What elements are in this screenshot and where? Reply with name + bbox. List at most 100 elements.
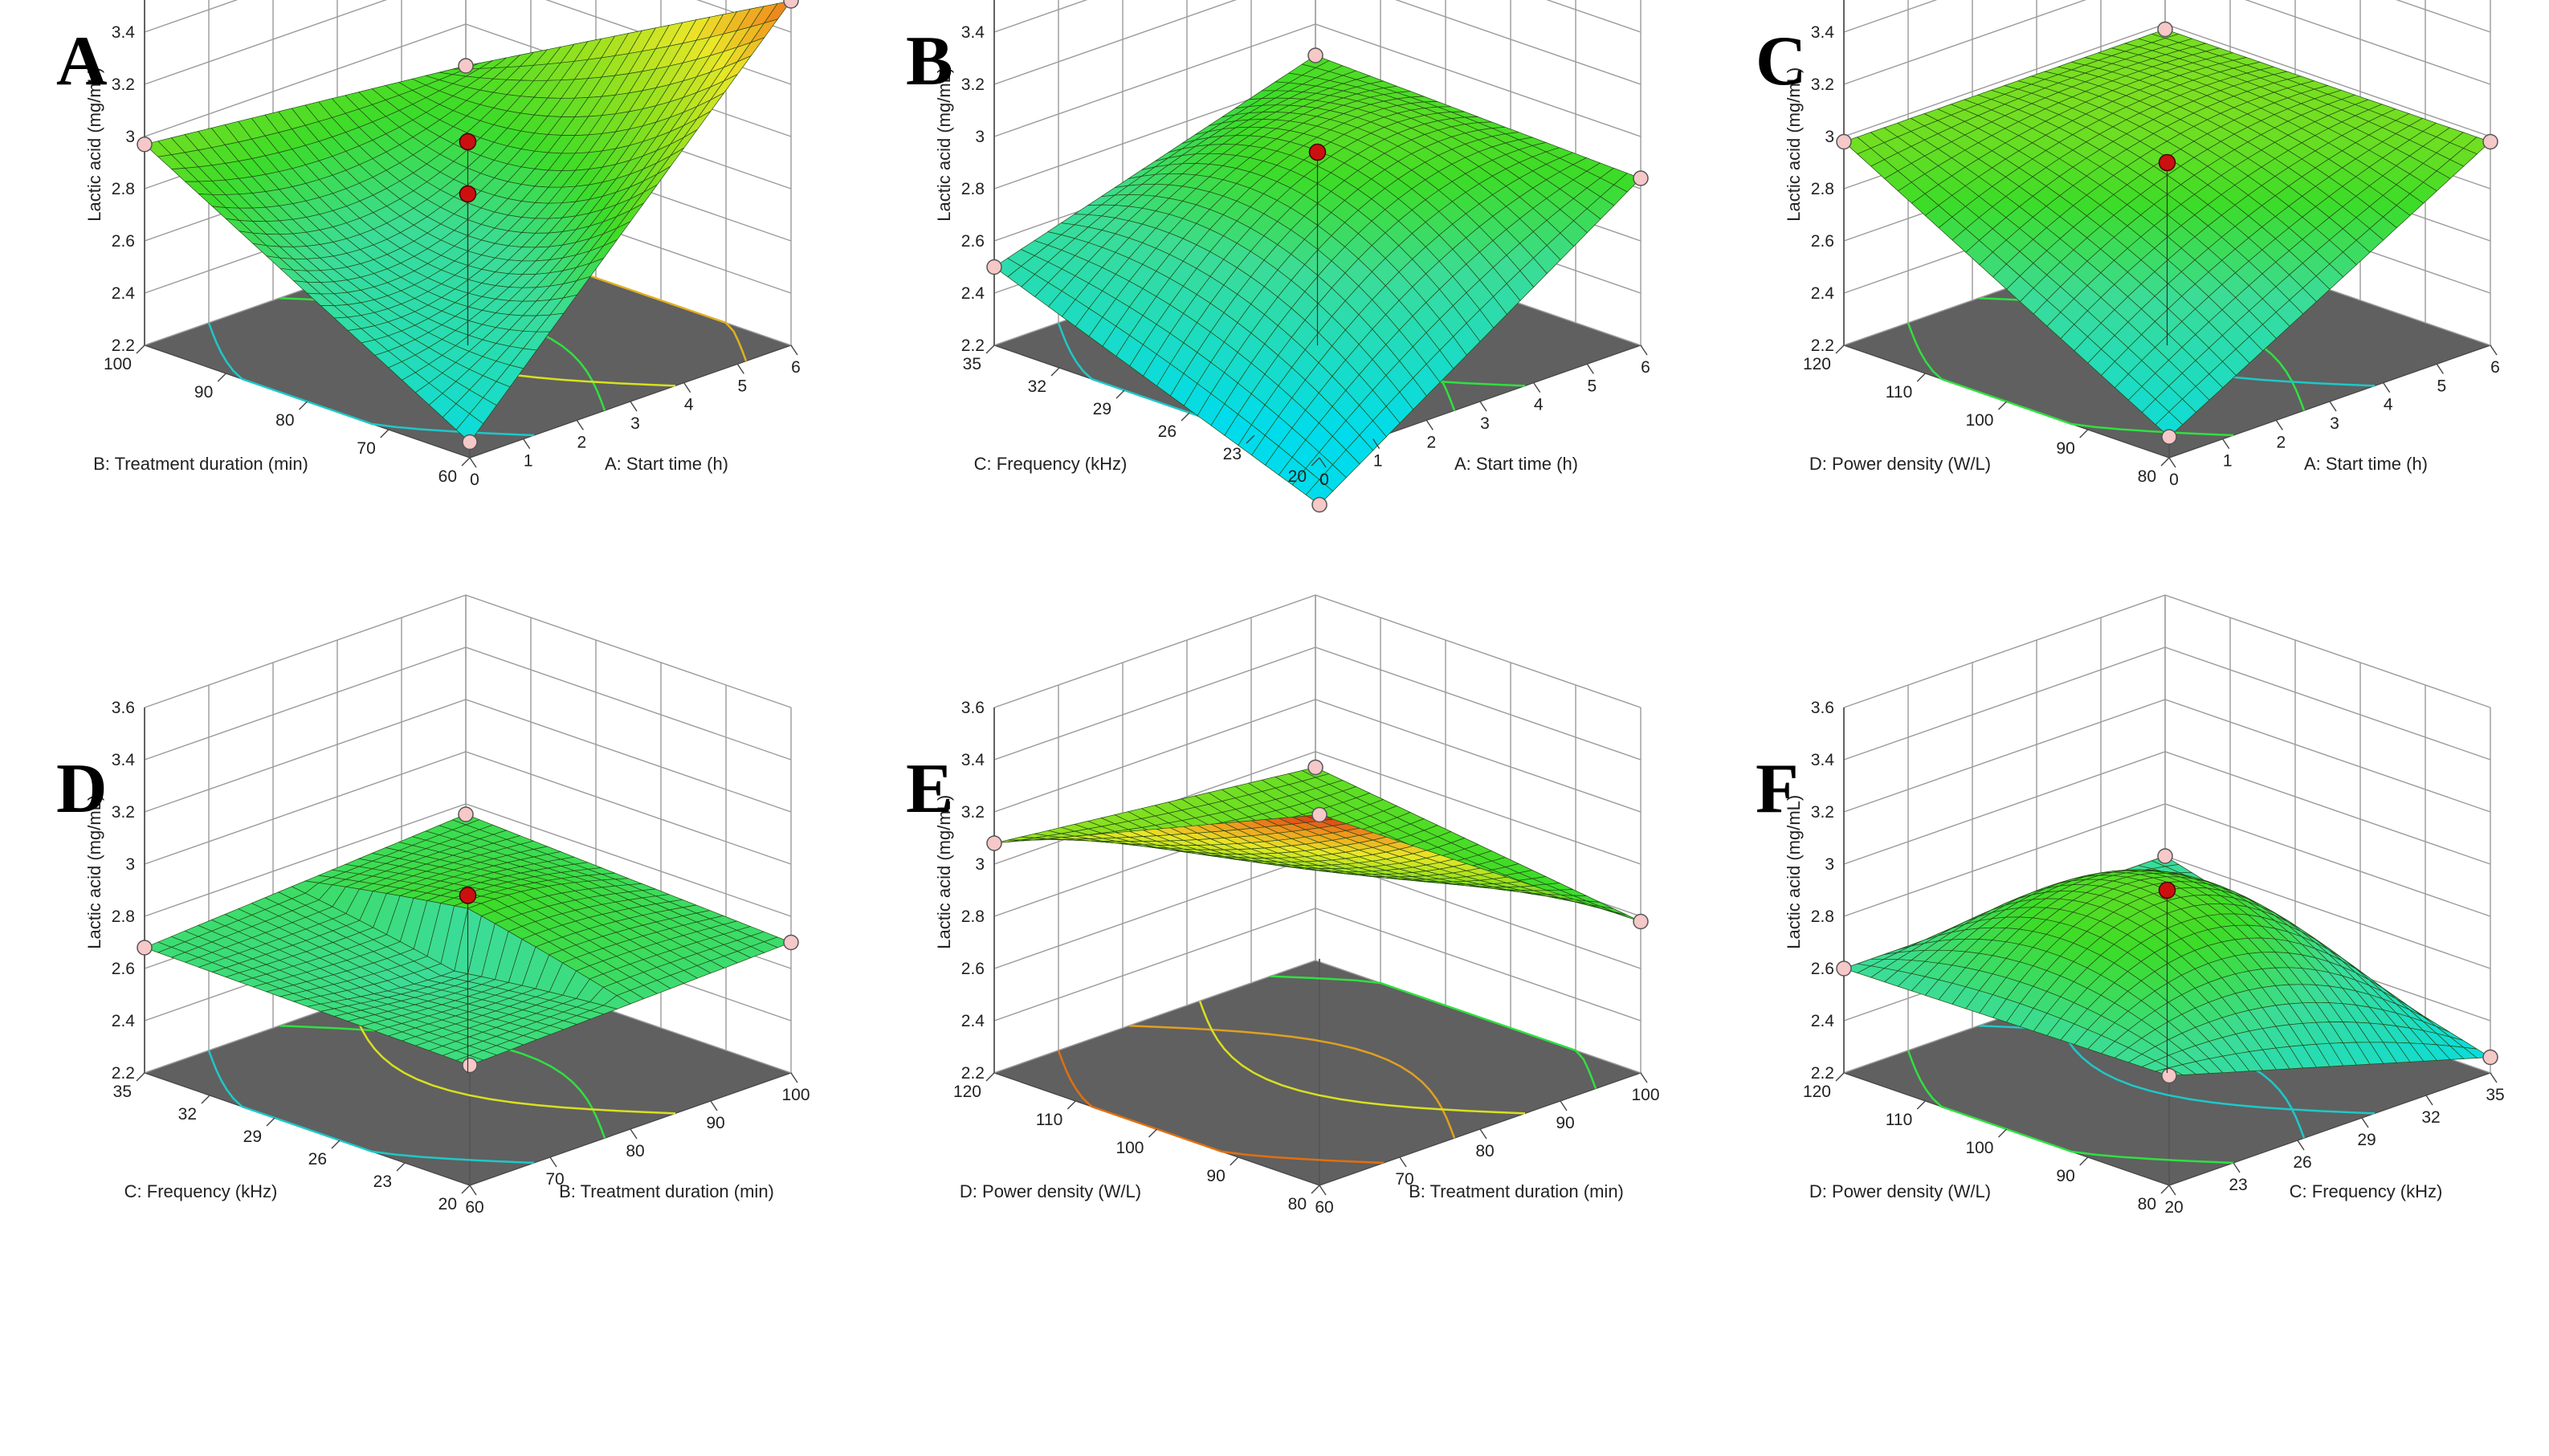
x-tick-label: 35 [2486,1086,2504,1104]
z-tick-label: 2.6 [961,960,985,978]
z-tick-label: 2.4 [1811,1012,1835,1030]
y-tick-label: 120 [953,1083,981,1101]
z-tick-label: 2.8 [112,180,135,198]
y-tick-mark [201,1095,210,1104]
x-tick-label: 60 [465,1198,483,1217]
corner-point [2161,1067,2177,1084]
y-tick-mark [2160,457,2170,467]
panel-letter: D [56,750,108,828]
x-tick-mark [2383,382,2391,394]
x-tick-label: 6 [791,358,801,377]
z-tick-label: 3 [125,855,135,874]
x-tick-mark [523,438,531,450]
y-tick-label: 32 [178,1105,197,1124]
x-tick-label: 2 [1426,433,1436,451]
x-tick-label: 5 [1587,377,1597,395]
wall-grid-line [993,0,1642,85]
z-tick-label: 3 [125,128,135,146]
x-axis-label: A: Start time (h) [605,454,728,474]
y-tick-label: 60 [438,467,457,486]
x-tick-mark [1319,1185,1327,1196]
y-tick-label: 70 [357,439,375,458]
y-tick-mark [396,1162,406,1172]
corner-point [783,934,799,951]
design-point [1308,143,1327,161]
x-tick-mark [1586,363,1594,374]
x-tick-mark [1479,1128,1487,1140]
x-tick-mark [2168,1185,2176,1196]
corner-point [2482,133,2498,150]
x-tick-label: 0 [470,471,479,489]
z-tick-label: 2.8 [961,907,985,926]
y-tick-mark [1835,1072,1845,1082]
y-tick-mark [1115,389,1125,399]
y-tick-mark [1230,1156,1239,1166]
y-tick-label: 100 [1965,411,1993,430]
z-axis-label: Lactic acid (mg/mL) [934,67,954,222]
x-tick-label: 3 [2330,414,2339,433]
z-tick-label: 3.6 [961,699,985,717]
z-tick-label: 2.8 [1811,907,1834,926]
z-tick-label: 3 [975,128,985,146]
x-tick-mark [2490,345,2498,356]
y-axis-label: B: Treatment duration (min) [93,454,308,474]
y-tick-mark [1148,1128,1157,1138]
corner-point [1311,496,1328,513]
x-tick-mark [1372,438,1381,450]
y-tick-label: 100 [104,355,132,373]
x-tick-label: 26 [2293,1153,2311,1172]
surface-cell [1305,479,1334,505]
z-tick-label: 3.4 [1811,23,1835,42]
z-tick-label: 2.4 [961,1012,985,1030]
x-tick-mark [576,419,584,430]
z-tick-label: 3.2 [1811,803,1834,822]
surface-cell [455,413,484,443]
z-tick-label: 2.8 [112,907,135,926]
wall-grid-line [993,594,1642,708]
x-tick-mark [2222,438,2230,450]
x-tick-mark [710,1100,718,1111]
x-tick-mark [2329,401,2337,412]
y-tick-label: 100 [1965,1139,1993,1157]
z-tick-label: 2.8 [1811,180,1834,198]
y-tick-mark [217,373,226,382]
y-tick-mark [1998,401,2007,410]
x-axis-label: A: Start time (h) [2304,454,2428,474]
corner-point [462,434,478,451]
z-tick-label: 3 [1825,128,1834,146]
response-surface [993,55,1642,505]
z-tick-label: 2.2 [112,1064,135,1083]
y-tick-label: 100 [1115,1139,1144,1157]
contour-line [207,1050,535,1164]
wall-grid-line [144,699,792,813]
x-tick-label: 6 [1641,358,1650,377]
x-tick-label: 4 [1534,396,1544,414]
z-tick-label: 3.6 [1811,699,1834,717]
x-tick-mark [1479,401,1487,412]
x-tick-label: 23 [2229,1176,2247,1194]
response-surface [993,767,1642,922]
z-tick-label: 2.2 [112,336,135,355]
z-tick-label: 3.2 [112,75,135,94]
x-tick-mark [2361,1117,2369,1128]
corner-point [986,259,1002,275]
y-tick-mark [985,345,995,354]
y-tick-mark [1050,367,1060,377]
y-tick-label: 90 [2056,439,2074,458]
panel-letter: E [906,750,953,828]
corner-point [2161,429,2177,445]
floor-plane [993,960,1642,1186]
corner-point [137,940,153,956]
z-tick-label: 2.6 [112,960,135,978]
x-tick-mark [469,1185,477,1196]
z-tick-label: 2.6 [112,232,135,251]
corner-point [1307,47,1323,63]
surface-cell [2155,411,2184,438]
y-tick-label: 90 [2056,1167,2074,1185]
z-tick-label: 3.2 [1811,75,1834,94]
x-tick-label: 70 [545,1170,564,1189]
